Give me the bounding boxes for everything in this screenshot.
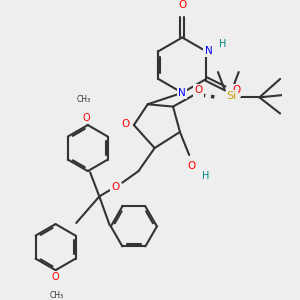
Text: H: H — [219, 39, 226, 50]
Text: CH₃: CH₃ — [50, 291, 64, 300]
Text: O: O — [194, 85, 202, 95]
Text: O: O — [52, 272, 59, 282]
Text: Si: Si — [227, 91, 237, 101]
Text: H: H — [202, 171, 209, 181]
Text: O: O — [232, 85, 240, 95]
Text: N: N — [178, 88, 186, 98]
Text: O: O — [187, 161, 196, 172]
Text: O: O — [83, 113, 91, 123]
Text: O: O — [178, 0, 186, 10]
Text: O: O — [111, 182, 120, 192]
Text: N: N — [205, 46, 212, 56]
Text: CH₃: CH₃ — [76, 95, 90, 104]
Text: O: O — [122, 119, 130, 129]
